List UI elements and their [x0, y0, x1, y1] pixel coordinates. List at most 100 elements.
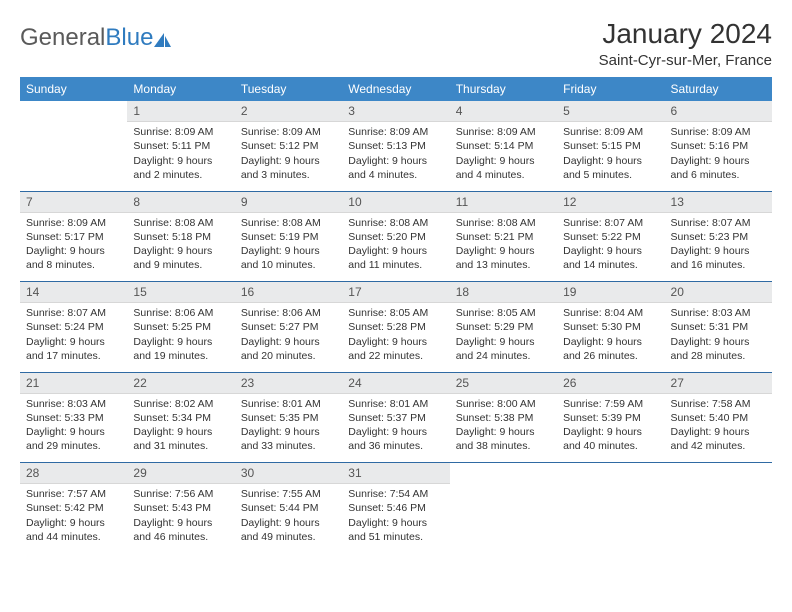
sunrise-text: Sunrise: 7:55 AM [241, 487, 336, 501]
daylight-text: Daylight: 9 hours and 9 minutes. [133, 244, 228, 272]
day-header: Wednesday [342, 77, 449, 101]
sunrise-text: Sunrise: 7:58 AM [671, 397, 766, 411]
day-body: Sunrise: 8:09 AMSunset: 5:14 PMDaylight:… [450, 122, 557, 186]
daylight-text: Daylight: 9 hours and 51 minutes. [348, 516, 443, 544]
sunset-text: Sunset: 5:31 PM [671, 320, 766, 334]
daylight-text: Daylight: 9 hours and 31 minutes. [133, 425, 228, 453]
calendar-day-cell: 10Sunrise: 8:08 AMSunset: 5:20 PMDayligh… [342, 192, 449, 282]
calendar-day-cell: 23Sunrise: 8:01 AMSunset: 5:35 PMDayligh… [235, 373, 342, 463]
sunset-text: Sunset: 5:16 PM [671, 139, 766, 153]
day-number: 20 [665, 282, 772, 303]
sunrise-text: Sunrise: 8:06 AM [241, 306, 336, 320]
sunrise-text: Sunrise: 8:09 AM [348, 125, 443, 139]
day-body: Sunrise: 8:09 AMSunset: 5:16 PMDaylight:… [665, 122, 772, 186]
calendar-week-row: 14Sunrise: 8:07 AMSunset: 5:24 PMDayligh… [20, 282, 772, 372]
sunrise-text: Sunrise: 7:57 AM [26, 487, 121, 501]
sunrise-text: Sunrise: 8:08 AM [456, 216, 551, 230]
sunset-text: Sunset: 5:40 PM [671, 411, 766, 425]
sunset-text: Sunset: 5:29 PM [456, 320, 551, 334]
day-body: Sunrise: 8:08 AMSunset: 5:21 PMDaylight:… [450, 213, 557, 277]
sunset-text: Sunset: 5:15 PM [563, 139, 658, 153]
sunrise-text: Sunrise: 8:05 AM [456, 306, 551, 320]
sunrise-text: Sunrise: 7:59 AM [563, 397, 658, 411]
day-header: Friday [557, 77, 664, 101]
day-header: Monday [127, 77, 234, 101]
calendar-day-cell: 13Sunrise: 8:07 AMSunset: 5:23 PMDayligh… [665, 192, 772, 282]
calendar-day-cell: 14Sunrise: 8:07 AMSunset: 5:24 PMDayligh… [20, 282, 127, 372]
day-number: 15 [127, 282, 234, 303]
sunrise-text: Sunrise: 8:06 AM [133, 306, 228, 320]
brand-word-1: General [20, 24, 105, 52]
title-block: January 2024 Saint-Cyr-sur-Mer, France [599, 18, 772, 69]
daylight-text: Daylight: 9 hours and 11 minutes. [348, 244, 443, 272]
sunset-text: Sunset: 5:22 PM [563, 230, 658, 244]
calendar-day-cell [450, 463, 557, 553]
sunset-text: Sunset: 5:30 PM [563, 320, 658, 334]
calendar-day-cell: 18Sunrise: 8:05 AMSunset: 5:29 PMDayligh… [450, 282, 557, 372]
daylight-text: Daylight: 9 hours and 13 minutes. [456, 244, 551, 272]
day-header: Tuesday [235, 77, 342, 101]
day-header: Thursday [450, 77, 557, 101]
day-body: Sunrise: 8:07 AMSunset: 5:22 PMDaylight:… [557, 213, 664, 277]
calendar-day-cell [665, 463, 772, 553]
sunset-text: Sunset: 5:17 PM [26, 230, 121, 244]
calendar-day-cell: 1Sunrise: 8:09 AMSunset: 5:11 PMDaylight… [127, 101, 234, 191]
day-number: 21 [20, 373, 127, 394]
calendar-day-cell: 9Sunrise: 8:08 AMSunset: 5:19 PMDaylight… [235, 192, 342, 282]
day-body: Sunrise: 8:08 AMSunset: 5:19 PMDaylight:… [235, 213, 342, 277]
calendar-day-cell: 8Sunrise: 8:08 AMSunset: 5:18 PMDaylight… [127, 192, 234, 282]
calendar-day-cell [557, 463, 664, 553]
location-label: Saint-Cyr-sur-Mer, France [599, 52, 772, 69]
sunrise-text: Sunrise: 8:00 AM [456, 397, 551, 411]
day-number: 24 [342, 373, 449, 394]
day-number: 16 [235, 282, 342, 303]
sunrise-text: Sunrise: 8:01 AM [241, 397, 336, 411]
sunrise-text: Sunrise: 8:07 AM [26, 306, 121, 320]
calendar-day-cell: 31Sunrise: 7:54 AMSunset: 5:46 PMDayligh… [342, 463, 449, 553]
sunset-text: Sunset: 5:18 PM [133, 230, 228, 244]
sunrise-text: Sunrise: 8:03 AM [671, 306, 766, 320]
day-body: Sunrise: 8:06 AMSunset: 5:25 PMDaylight:… [127, 303, 234, 367]
day-body: Sunrise: 7:58 AMSunset: 5:40 PMDaylight:… [665, 394, 772, 458]
daylight-text: Daylight: 9 hours and 22 minutes. [348, 335, 443, 363]
calendar-week-row: 7Sunrise: 8:09 AMSunset: 5:17 PMDaylight… [20, 192, 772, 282]
day-number: 7 [20, 192, 127, 213]
daylight-text: Daylight: 9 hours and 49 minutes. [241, 516, 336, 544]
sunset-text: Sunset: 5:24 PM [26, 320, 121, 334]
sunrise-text: Sunrise: 8:09 AM [241, 125, 336, 139]
day-body: Sunrise: 8:08 AMSunset: 5:20 PMDaylight:… [342, 213, 449, 277]
daylight-text: Daylight: 9 hours and 38 minutes. [456, 425, 551, 453]
daylight-text: Daylight: 9 hours and 16 minutes. [671, 244, 766, 272]
calendar-day-cell: 3Sunrise: 8:09 AMSunset: 5:13 PMDaylight… [342, 101, 449, 191]
daylight-text: Daylight: 9 hours and 4 minutes. [348, 154, 443, 182]
day-number: 9 [235, 192, 342, 213]
day-body: Sunrise: 8:03 AMSunset: 5:33 PMDaylight:… [20, 394, 127, 458]
day-number: 10 [342, 192, 449, 213]
day-body: Sunrise: 7:54 AMSunset: 5:46 PMDaylight:… [342, 484, 449, 548]
day-body: Sunrise: 8:09 AMSunset: 5:17 PMDaylight:… [20, 213, 127, 277]
calendar-page: GeneralBlue January 2024 Saint-Cyr-sur-M… [0, 0, 792, 563]
calendar-day-cell: 28Sunrise: 7:57 AMSunset: 5:42 PMDayligh… [20, 463, 127, 553]
daylight-text: Daylight: 9 hours and 3 minutes. [241, 154, 336, 182]
day-number: 18 [450, 282, 557, 303]
day-number: 2 [235, 101, 342, 122]
day-body: Sunrise: 8:09 AMSunset: 5:13 PMDaylight:… [342, 122, 449, 186]
daylight-text: Daylight: 9 hours and 10 minutes. [241, 244, 336, 272]
sunrise-text: Sunrise: 8:07 AM [563, 216, 658, 230]
sunrise-text: Sunrise: 8:09 AM [671, 125, 766, 139]
sunset-text: Sunset: 5:27 PM [241, 320, 336, 334]
calendar-day-cell: 4Sunrise: 8:09 AMSunset: 5:14 PMDaylight… [450, 101, 557, 191]
day-number: 27 [665, 373, 772, 394]
day-body: Sunrise: 8:07 AMSunset: 5:23 PMDaylight:… [665, 213, 772, 277]
daylight-text: Daylight: 9 hours and 44 minutes. [26, 516, 121, 544]
calendar-day-cell: 17Sunrise: 8:05 AMSunset: 5:28 PMDayligh… [342, 282, 449, 372]
day-body: Sunrise: 8:09 AMSunset: 5:12 PMDaylight:… [235, 122, 342, 186]
day-header-row: Sunday Monday Tuesday Wednesday Thursday… [20, 77, 772, 101]
sunrise-text: Sunrise: 8:08 AM [133, 216, 228, 230]
daylight-text: Daylight: 9 hours and 42 minutes. [671, 425, 766, 453]
calendar-day-cell: 6Sunrise: 8:09 AMSunset: 5:16 PMDaylight… [665, 101, 772, 191]
day-body: Sunrise: 7:55 AMSunset: 5:44 PMDaylight:… [235, 484, 342, 548]
day-number: 17 [342, 282, 449, 303]
calendar-table: Sunday Monday Tuesday Wednesday Thursday… [20, 77, 772, 553]
day-body: Sunrise: 8:05 AMSunset: 5:28 PMDaylight:… [342, 303, 449, 367]
